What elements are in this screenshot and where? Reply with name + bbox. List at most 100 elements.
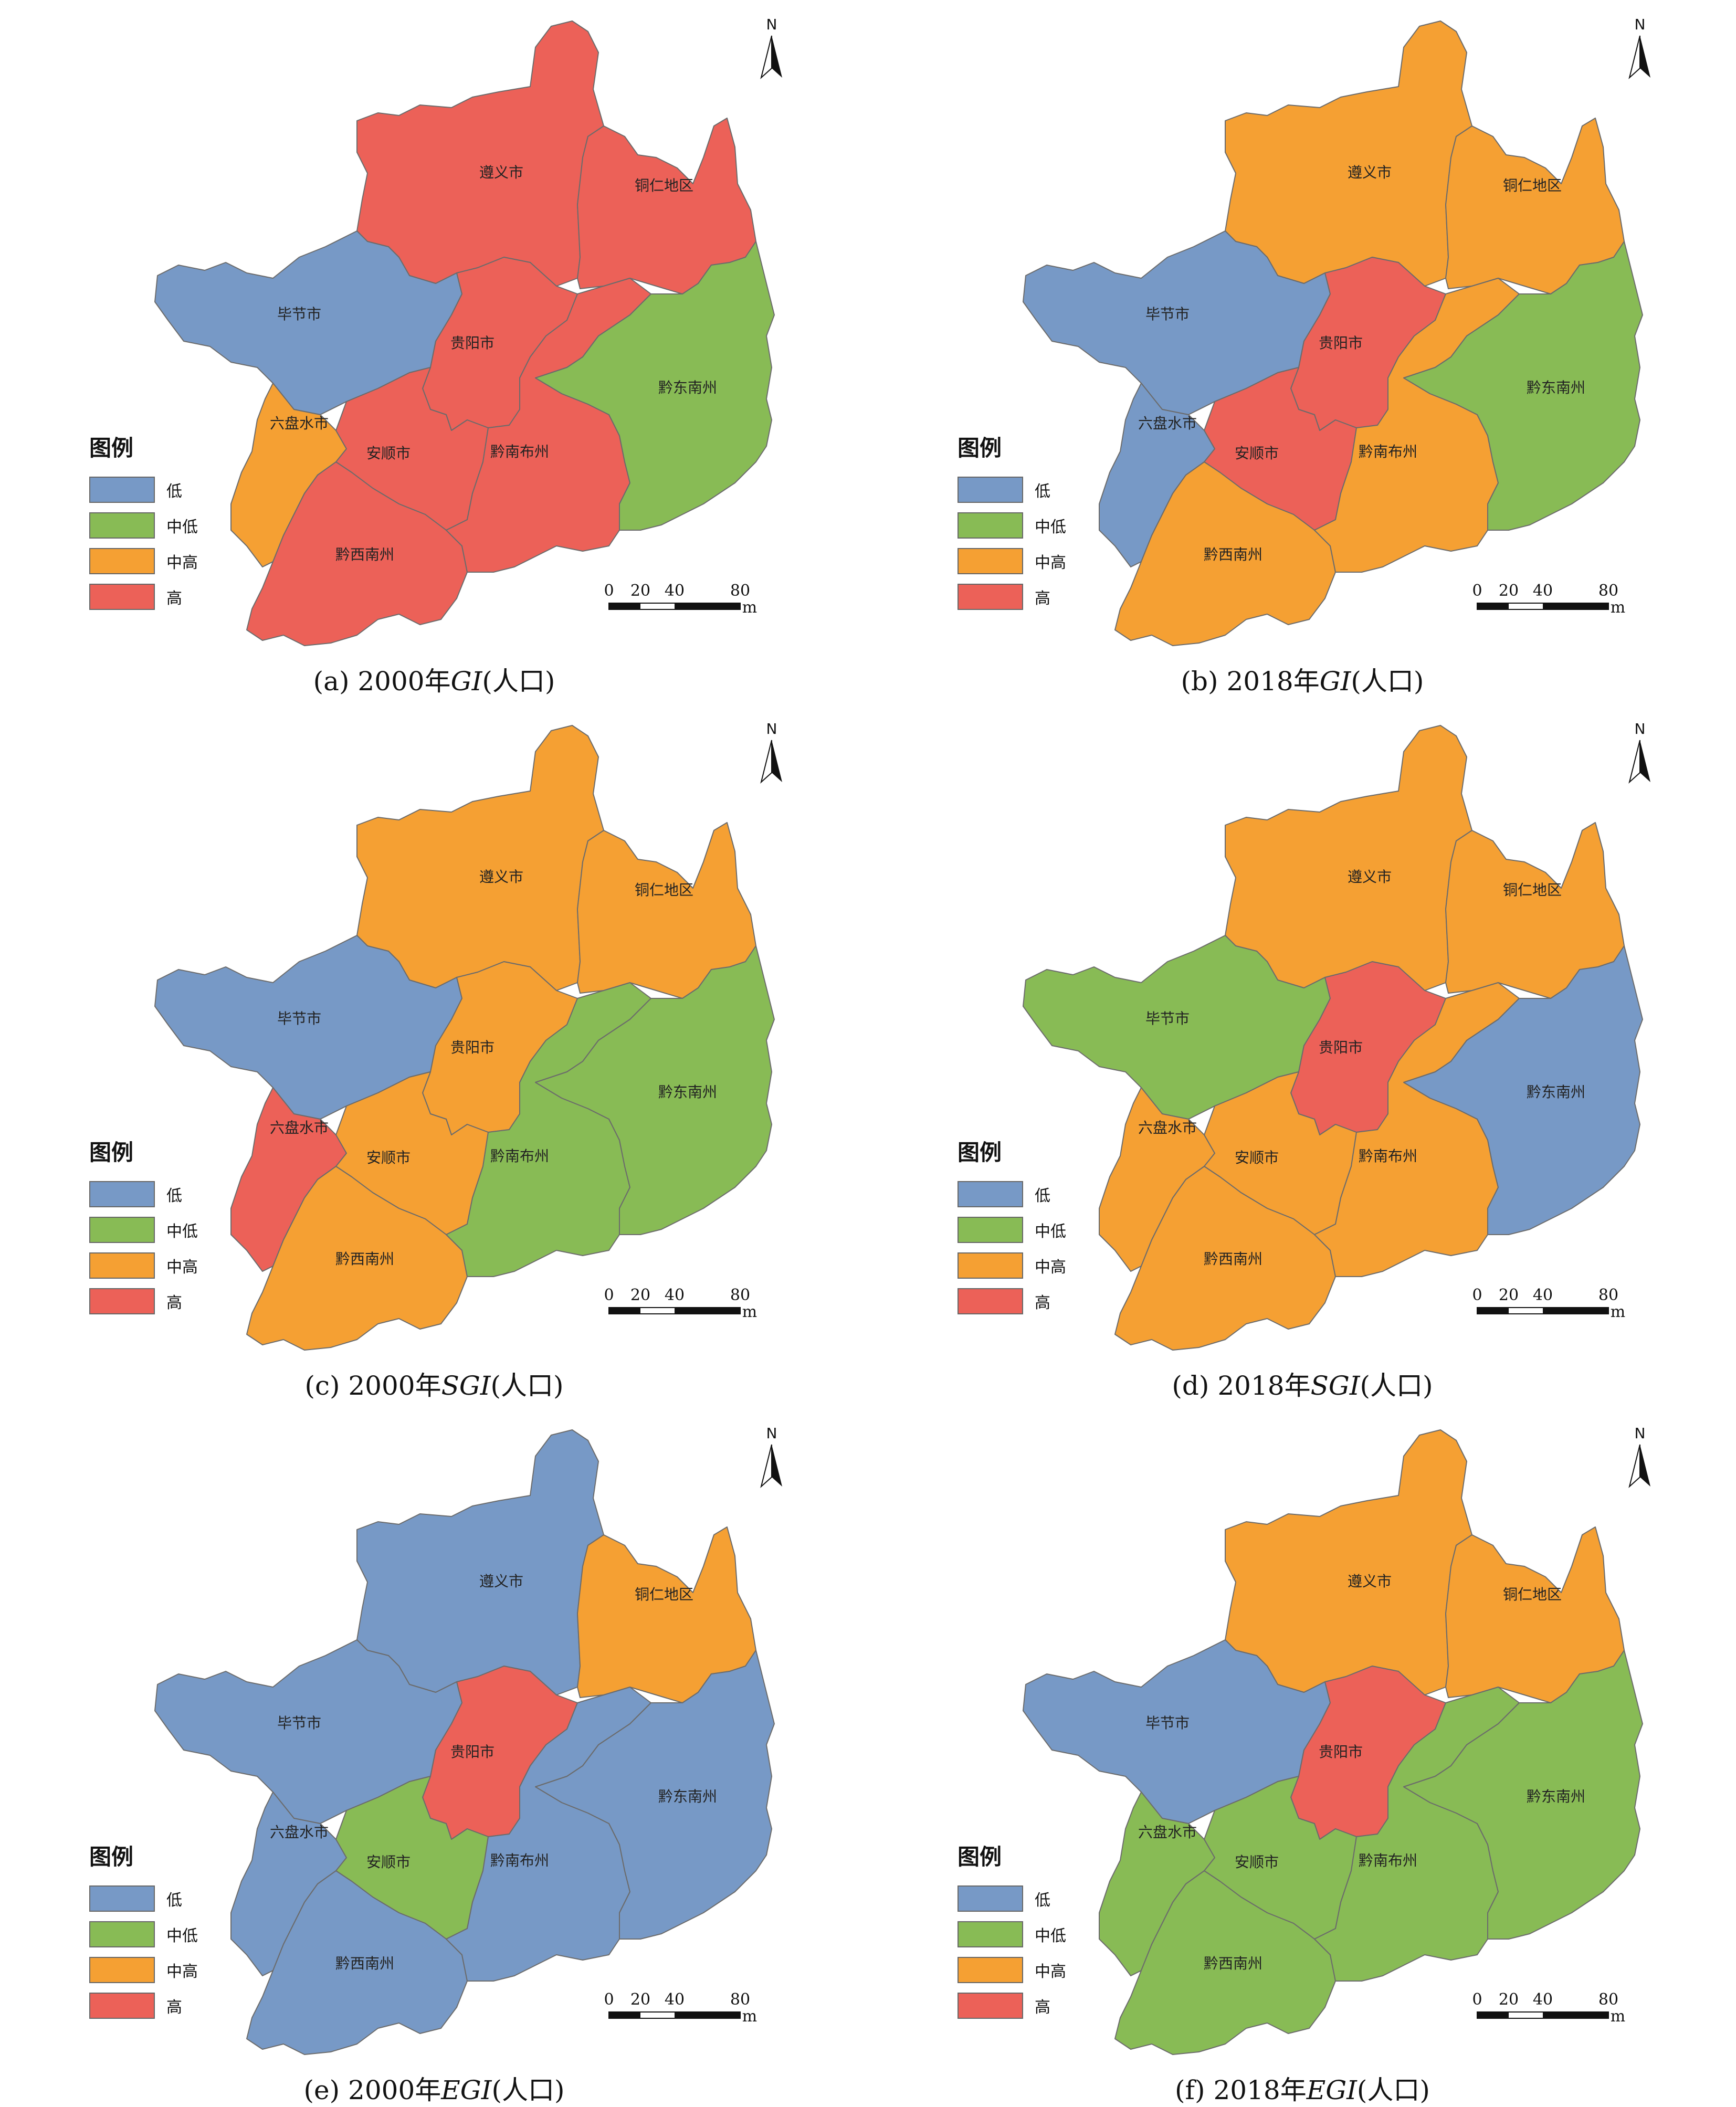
region-label-qiandongnan: 黔东南州: [1527, 1083, 1585, 1101]
scale-tick-label: 0: [604, 1990, 614, 2009]
legend-swatch: [958, 1921, 1023, 1947]
legend-title: 图例: [958, 1140, 1002, 1165]
map-panel-b: 遵义市 铜仁地区 毕节市 贵阳市 黔东南州 六盘水市 安顺市 黔南布州 黔西南州 N 图例低中低 中高…: [868, 0, 1736, 697]
region-label-tongren: 铜仁地区: [1503, 177, 1562, 194]
region-label-bijie: 毕节市: [1145, 1010, 1190, 1027]
region-label-zunyi: 遵义市: [1348, 164, 1392, 181]
scale-tick-label: 0: [1472, 582, 1482, 600]
legend: 图例低中低 中高高: [958, 1135, 1104, 1319]
scale-tick-label: 0: [1472, 1990, 1482, 2009]
region-label-liupanshui: 六盘水市: [270, 1824, 329, 1841]
legend: 图例低中低 中高高: [89, 430, 236, 615]
region-qianxinan: [246, 461, 468, 646]
legend-title: 图例: [89, 1140, 134, 1165]
legend: 图例低中低 中高高: [958, 430, 1104, 615]
region-label-zunyi: 遵义市: [479, 164, 523, 181]
legend-swatch: [89, 512, 155, 539]
legend-swatch: [89, 1957, 155, 1983]
legend-item: 中低: [89, 1916, 236, 1952]
region-label-bijie: 毕节市: [1145, 1714, 1190, 1732]
legend-label: 中高: [1035, 554, 1066, 572]
map-panel-e: 遵义市 铜仁地区 毕节市 贵阳市 黔东南州 六盘水市 安顺市 黔南布州 黔西南州 N 图例低中低 中高…: [0, 1409, 868, 2105]
scale-tick-label: 40: [665, 1286, 685, 1304]
scale-tick-label: 20: [630, 1286, 650, 1304]
region-qiandongnan: [535, 945, 775, 1235]
legend-item: 低: [89, 1881, 236, 1916]
scale-bar: 0 20 40 80m: [1472, 1990, 1625, 2026]
scale-tick-label: 40: [1533, 582, 1553, 600]
legend-item: 中高: [958, 543, 1104, 579]
region-label-anshun: 安顺市: [1235, 445, 1279, 462]
legend-swatch: [89, 1921, 155, 1947]
legend-swatch: [89, 1217, 155, 1243]
scale-tick-label: 80: [1598, 582, 1618, 600]
region-label-qianxinan: 黔西南州: [1204, 546, 1262, 563]
panel-caption: (d) 2018年SGI(人口): [868, 1365, 1736, 1403]
north-label: N: [1635, 16, 1646, 33]
region-label-qiandongnan: 黔东南州: [658, 379, 717, 396]
legend-swatch: [958, 1993, 1023, 2019]
legend-label: 中高: [166, 554, 198, 572]
region-label-qiannan: 黔南布州: [1359, 1147, 1417, 1165]
legend-title: 图例: [89, 435, 134, 461]
legend-label: 高: [1035, 589, 1050, 608]
legend-label: 高: [166, 1294, 182, 1312]
region-label-bijie: 毕节市: [1145, 305, 1190, 323]
region-qiandongnan: [535, 1650, 775, 1940]
map-panel-f: 遵义市 铜仁地区 毕节市 贵阳市 黔东南州 六盘水市 安顺市 黔南布州 黔西南州 N 图例低中低 中高…: [868, 1409, 1736, 2105]
scale-tick-label: 80: [730, 582, 750, 600]
legend-label: 中高: [166, 1963, 198, 1981]
region-label-anshun: 安顺市: [366, 445, 411, 462]
legend-item: 低: [89, 472, 236, 508]
legend-label: 中低: [166, 1927, 198, 1945]
legend-swatch: [89, 548, 155, 574]
legend-swatch: [958, 1957, 1023, 1983]
legend-label: 中高: [1035, 1963, 1066, 1981]
scale-tick-label: 80: [730, 1990, 750, 2009]
scale-unit: m: [1611, 1303, 1625, 1321]
panel-caption: (c) 2000年SGI(人口): [0, 1365, 868, 1403]
legend-item: 高: [89, 579, 236, 615]
region-label-bijie: 毕节市: [277, 305, 321, 323]
scale-bar: 0 20 40 80m: [1472, 1286, 1625, 1321]
region-zunyi: [356, 1429, 604, 1695]
region-label-anshun: 安顺市: [366, 1853, 411, 1871]
region-qiandongnan: [1403, 1650, 1643, 1940]
legend-swatch: [89, 1252, 155, 1279]
scale-bar: 0 20 40 80m: [1472, 582, 1625, 617]
region-label-qianxinan: 黔西南州: [1204, 1250, 1262, 1268]
legend: 图例低中低 中高高: [958, 1839, 1104, 2024]
region-label-liupanshui: 六盘水市: [1138, 1119, 1197, 1136]
caption-prefix: (a) 2000年: [313, 666, 451, 697]
scale-tick-label: 0: [1472, 1286, 1482, 1304]
north-arrow-icon: N: [760, 16, 782, 79]
legend-item: 高: [958, 579, 1104, 615]
region-label-qiandongnan: 黔东南州: [1527, 1788, 1585, 1805]
region-label-qiannan: 黔南布州: [1359, 1852, 1417, 1869]
region-label-zunyi: 遵义市: [479, 1573, 523, 1590]
north-arrow-icon: N: [1628, 720, 1650, 784]
caption-suffix: (人口): [482, 666, 555, 697]
caption-variable: GI: [450, 666, 482, 697]
region-zunyi: [356, 20, 604, 287]
panel-caption: (b) 2018年GI(人口): [868, 660, 1736, 698]
region-zunyi: [1225, 725, 1472, 991]
region-label-anshun: 安顺市: [366, 1149, 411, 1166]
caption-prefix: (c) 2000年: [304, 1371, 441, 1401]
north-arrow-icon: N: [1628, 1425, 1650, 1488]
region-label-qianxinan: 黔西南州: [335, 1955, 394, 1972]
region-label-tongren: 铜仁地区: [1503, 881, 1562, 899]
region-zunyi: [1225, 1429, 1472, 1695]
scale-unit: m: [1611, 2007, 1625, 2026]
region-label-qiandongnan: 黔东南州: [658, 1788, 717, 1805]
panel-caption: (a) 2000年GI(人口): [0, 660, 868, 698]
legend-item: 中高: [89, 1248, 236, 1283]
legend-item: 低: [958, 1881, 1104, 1916]
legend-label: 低: [1035, 482, 1050, 501]
scale-tick-label: 80: [1598, 1990, 1618, 2009]
legend-label: 中高: [1035, 1258, 1066, 1277]
region-qianxinan: [246, 1166, 468, 1351]
scale-bar: 0 20 40 80m: [604, 1990, 757, 2026]
